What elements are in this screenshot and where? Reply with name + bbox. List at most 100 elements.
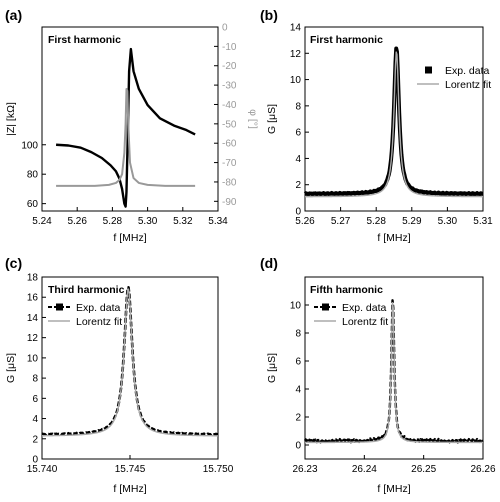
series-group-b	[303, 46, 485, 198]
x-tick-label: 5.32	[173, 216, 193, 227]
y-tick-label: 10	[27, 353, 39, 364]
series-group-d	[303, 299, 484, 444]
impedance-series-line	[56, 47, 196, 208]
x-tick-label: 5.31	[473, 216, 493, 227]
y-tick-label: 0	[295, 441, 301, 452]
y2-tick-label: -30	[222, 81, 237, 92]
panel-c: (c) Third harmonic 15.740 15.745 15.750 0 2…	[5, 255, 234, 495]
y-tick-label: 0	[295, 207, 301, 218]
x-ticks-c: 15.740 15.745 15.750	[27, 455, 234, 475]
x-tick-label: 5.26	[295, 216, 315, 227]
legend-fit-label: Lorentz fit	[445, 79, 491, 91]
y-tick-label: 2	[295, 180, 301, 191]
y-axis-label-c: G [μS]	[5, 353, 17, 383]
y-tick-label: 14	[27, 313, 39, 324]
x-tick-label: 5.24	[32, 216, 52, 227]
y-tick-label: 2	[32, 434, 38, 445]
lorentz-fit-series	[304, 51, 484, 198]
y-tick-label: 10	[290, 301, 302, 312]
y-tick-label: 0	[32, 455, 38, 466]
x-tick-label: 5.26	[67, 216, 87, 227]
plot-frame-a	[41, 26, 219, 212]
y-tick-label: 14	[290, 23, 302, 34]
y-tick-label: 4	[32, 414, 38, 425]
y-axis-label-a: |Z| [kΩ]	[5, 102, 17, 136]
series-group-c	[41, 286, 219, 437]
legend-fit-label: Lorentz fit	[342, 316, 388, 328]
y2-tick-label: -50	[222, 119, 237, 130]
panel-title-d: Fifth harmonic	[310, 284, 383, 296]
legend-fit-label: Lorentz fit	[76, 316, 122, 328]
x-tick-label: 5.28	[366, 216, 386, 227]
x-tick-label: 26.25	[411, 464, 436, 475]
x-ticks-b: 5.26 5.27 5.28 5.29 5.30 5.31	[295, 207, 493, 227]
x-tick-label: 5.27	[331, 216, 351, 227]
y-axis-label-d: G [μS]	[266, 353, 278, 383]
x-tick-label: 15.750	[203, 464, 234, 475]
x-axis-label-c: f [MHz]	[113, 483, 146, 495]
y-tick-label: 6	[295, 128, 301, 139]
y2-axis-label-a: φ [°]	[247, 109, 259, 129]
y2-tick-label: -10	[222, 42, 237, 53]
y2-tick-label: -60	[222, 139, 237, 150]
x-ticks-a: 5.24 5.26 5.28 5.30 5.32 5.34	[32, 207, 228, 227]
y2-ticks-a: 0 -10 -20 -30 -40 -50 -60 -70 -80 -90	[214, 23, 237, 208]
y-tick-label: 4	[295, 154, 301, 165]
x-tick-label: 5.29	[402, 216, 422, 227]
legend-b: Exp. data Lorentz fit	[417, 65, 491, 91]
x-tick-label: 5.34	[208, 216, 228, 227]
panel-label-a: (a)	[5, 7, 22, 23]
panel-label-c: (c)	[5, 255, 22, 271]
panel-title-c: Third harmonic	[48, 284, 125, 296]
legend-d: Exp. data Lorentz fit	[314, 302, 388, 328]
y-tick-label: 8	[295, 329, 301, 340]
x-tick-label: 26.26	[470, 464, 495, 475]
y-tick-label: 16	[27, 293, 39, 304]
panel-title-a: First harmonic	[48, 34, 121, 46]
y-tick-label: 8	[295, 101, 301, 112]
x-tick-label: 15.740	[27, 464, 58, 475]
plot-frame-b	[304, 26, 484, 212]
y-tick-label: 12	[27, 333, 39, 344]
y2-tick-label: -80	[222, 177, 237, 188]
phase-series-line	[56, 87, 196, 187]
x-axis-label-b: f [MHz]	[377, 232, 410, 244]
y-tick-label: 6	[295, 357, 301, 368]
y2-tick-label: -20	[222, 61, 237, 72]
panel-a: (a) First harmonic 5.24 5.26 5.28 5.30 5.32 5…	[5, 7, 259, 244]
plot-frame-d	[304, 276, 484, 460]
y-tick-label: 8	[32, 374, 38, 385]
panel-d: (d) Fifth harmonic 26.23 26.24 26.25 26.26 …	[260, 255, 496, 495]
y2-tick-label: -70	[222, 158, 237, 169]
y-ticks-a: 60 80 100	[21, 140, 46, 210]
series-group-a	[56, 47, 196, 208]
legend-exp-marker	[322, 303, 329, 311]
y2-tick-label: 0	[222, 23, 228, 34]
y-ticks-c: 0 2 4 6 8 10 12 14 16 18	[27, 273, 46, 466]
y-tick-label: 12	[290, 49, 302, 60]
x-tick-label: 5.28	[103, 216, 123, 227]
legend-exp-label: Exp. data	[342, 302, 387, 314]
x-axis-label-a: f [MHz]	[113, 232, 146, 244]
y-tick-label: 100	[21, 140, 38, 151]
lorentz-fit-series	[305, 302, 483, 444]
x-tick-label: 26.24	[352, 464, 377, 475]
panel-label-b: (b)	[260, 7, 278, 23]
y-ticks-b: 0 2 4 6 8 10 12 14	[290, 23, 309, 218]
panel-label-d: (d)	[260, 255, 278, 271]
x-tick-label: 5.30	[438, 216, 458, 227]
y2-tick-label: -90	[222, 197, 237, 208]
y-tick-label: 6	[32, 394, 38, 405]
y-tick-label: 18	[27, 273, 39, 284]
legend-exp-marker	[56, 303, 63, 311]
panel-title-b: First harmonic	[310, 34, 383, 46]
y-tick-label: 4	[295, 385, 301, 396]
x-ticks-d: 26.23 26.24 26.25 26.26	[292, 455, 496, 475]
legend-exp-label: Exp. data	[445, 65, 490, 77]
legend-c: Exp. data Lorentz fit	[48, 302, 122, 328]
y-tick-label: 10	[290, 75, 302, 86]
y-tick-label: 2	[295, 413, 301, 424]
y2-tick-label: -40	[222, 100, 237, 111]
y-ticks-d: 0 2 4 6 8 10	[290, 301, 309, 452]
